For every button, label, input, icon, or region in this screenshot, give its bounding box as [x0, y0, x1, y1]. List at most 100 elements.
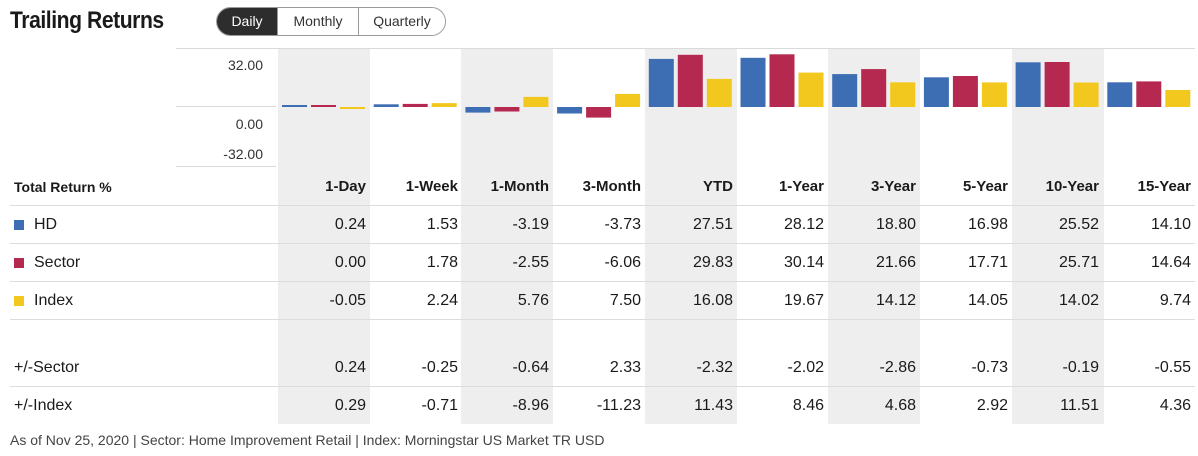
shaded-column-ytd — [645, 48, 737, 424]
table-cell: 19.67 — [783, 291, 824, 309]
col-header: 5-Year — [962, 178, 1008, 195]
table-cell: 17.71 — [967, 253, 1008, 271]
col-header: 1-Year — [778, 178, 824, 195]
bar-sector-15-year — [1136, 81, 1162, 107]
table-cell: 8.46 — [792, 397, 824, 414]
table-cell: 30.14 — [783, 253, 824, 271]
table-cell: 14.64 — [1150, 253, 1191, 271]
table-row-index: Index -0.05 2.24 5.76 7.50 16.08 19.67 1… — [10, 282, 1195, 320]
col-header: 1-Week — [405, 178, 458, 195]
bar-index-ytd — [706, 78, 732, 107]
table-row-diff-sector: +/-Sector 0.24 -0.25 -0.64 2.33 -2.32 -2… — [10, 349, 1195, 387]
row-label: HD — [14, 216, 57, 234]
bar-hd-1-year — [740, 57, 766, 107]
table-cell: 5.76 — [517, 291, 549, 309]
table-cell: -0.73 — [971, 358, 1008, 376]
col-header: 1-Day — [325, 178, 366, 195]
bar-sector-1-day — [311, 105, 336, 107]
row-label: +/-Index — [14, 397, 73, 414]
chart-zero-line — [176, 106, 276, 107]
header: Trailing Returns Daily Monthly Quarterly — [10, 5, 446, 37]
bar-index-3-month — [615, 93, 641, 107]
ytick-bottom: -32.00 — [223, 146, 263, 162]
table-cell: 2.92 — [976, 397, 1008, 414]
page-title: Trailing Returns — [10, 7, 164, 34]
bar-hd-3-year — [832, 74, 858, 107]
ytick-top: 32.00 — [227, 57, 263, 73]
table-cell: 14.10 — [1150, 215, 1191, 233]
table-cell: -0.64 — [512, 358, 549, 376]
table-cell: 21.66 — [875, 253, 916, 271]
tab-quarterly[interactable]: Quarterly — [359, 7, 445, 35]
bar-sector-5-year — [952, 76, 978, 107]
chart-top-line — [176, 48, 1195, 49]
ytick-zero: 0.00 — [235, 116, 263, 132]
table-cell: 4.36 — [1159, 397, 1191, 414]
table-cell: 28.12 — [783, 215, 824, 233]
table-row-sector: Sector 0.00 1.78 -2.55 -6.06 29.83 30.14… — [10, 244, 1195, 282]
bar-sector-1-month — [494, 107, 520, 112]
bar-hd-3-month — [557, 107, 583, 114]
index-swatch — [14, 295, 24, 306]
bar-hd-1-week — [373, 104, 399, 107]
table-cell: -2.55 — [512, 253, 549, 271]
bar-hd-10-year — [1015, 62, 1041, 107]
bar-sector-1-week — [402, 103, 428, 107]
table-header-row: Total Return % 1-Day 1-Week 1-Month 3-Mo… — [10, 168, 1195, 206]
row-label: +/-Sector — [14, 358, 80, 376]
table-cell: -8.96 — [512, 397, 549, 414]
col-header: YTD — [703, 178, 733, 195]
total-return-label: Total Return % — [14, 178, 112, 195]
table-cell: 27.51 — [692, 215, 733, 233]
table-cell: -2.86 — [879, 358, 916, 376]
row-label: Sector — [14, 254, 80, 272]
tab-daily[interactable]: Daily — [217, 7, 278, 35]
bar-index-1-month — [523, 96, 549, 107]
bar-sector-ytd — [677, 54, 703, 107]
col-header: 3-Month — [582, 178, 641, 195]
bar-index-15-year — [1165, 90, 1191, 107]
table-cell: 2.33 — [609, 358, 641, 376]
table-cell: 11.43 — [694, 397, 733, 414]
table-cell: 11.51 — [1060, 397, 1099, 414]
table-cell: 14.12 — [875, 291, 916, 309]
table-cell: 25.71 — [1058, 253, 1099, 271]
table-cell: -0.19 — [1062, 358, 1099, 376]
bar-index-5-year — [981, 82, 1007, 107]
table-cell: 29.83 — [692, 253, 733, 271]
shaded-column-10-year — [1012, 48, 1104, 424]
bar-sector-3-year — [861, 69, 887, 107]
table-cell: -0.05 — [329, 291, 366, 309]
col-header: 15-Year — [1137, 178, 1191, 195]
table-cell: 9.74 — [1159, 291, 1191, 309]
shaded-column-3-year — [828, 48, 920, 424]
table-cell: 18.80 — [875, 215, 916, 233]
table-cell: 7.50 — [609, 291, 641, 309]
bar-index-10-year — [1073, 82, 1099, 107]
table-cell: -0.25 — [421, 358, 458, 376]
row-label: Index — [14, 292, 73, 310]
bar-index-1-week — [431, 103, 457, 107]
table-row-diff-index: +/-Index 0.29 -0.71 -8.96 -11.23 11.43 8… — [10, 387, 1195, 425]
table-cell: -0.55 — [1154, 358, 1191, 376]
table-cell: 2.24 — [426, 291, 458, 309]
table-cell: 0.29 — [334, 397, 366, 414]
table-cell: 0.24 — [334, 358, 366, 376]
table-cell: 16.08 — [692, 291, 733, 309]
col-header: 3-Year — [870, 178, 916, 195]
table-cell: 4.68 — [884, 397, 916, 414]
table-cell: -2.02 — [787, 358, 824, 376]
chart-bottom-line — [176, 166, 276, 167]
table-cell: -11.23 — [596, 397, 641, 414]
table-cell: -3.73 — [604, 215, 641, 233]
table-cell: 16.98 — [967, 215, 1008, 233]
bar-index-1-day — [340, 107, 365, 109]
bar-index-1-year — [798, 72, 824, 107]
table-cell: -2.32 — [696, 358, 733, 376]
bar-hd-5-year — [923, 77, 949, 107]
table-cell: 25.52 — [1058, 215, 1099, 233]
table-cell: 14.02 — [1058, 291, 1099, 309]
hd-swatch — [14, 219, 24, 230]
bar-hd-1-month — [465, 107, 491, 113]
tab-monthly[interactable]: Monthly — [278, 7, 359, 35]
